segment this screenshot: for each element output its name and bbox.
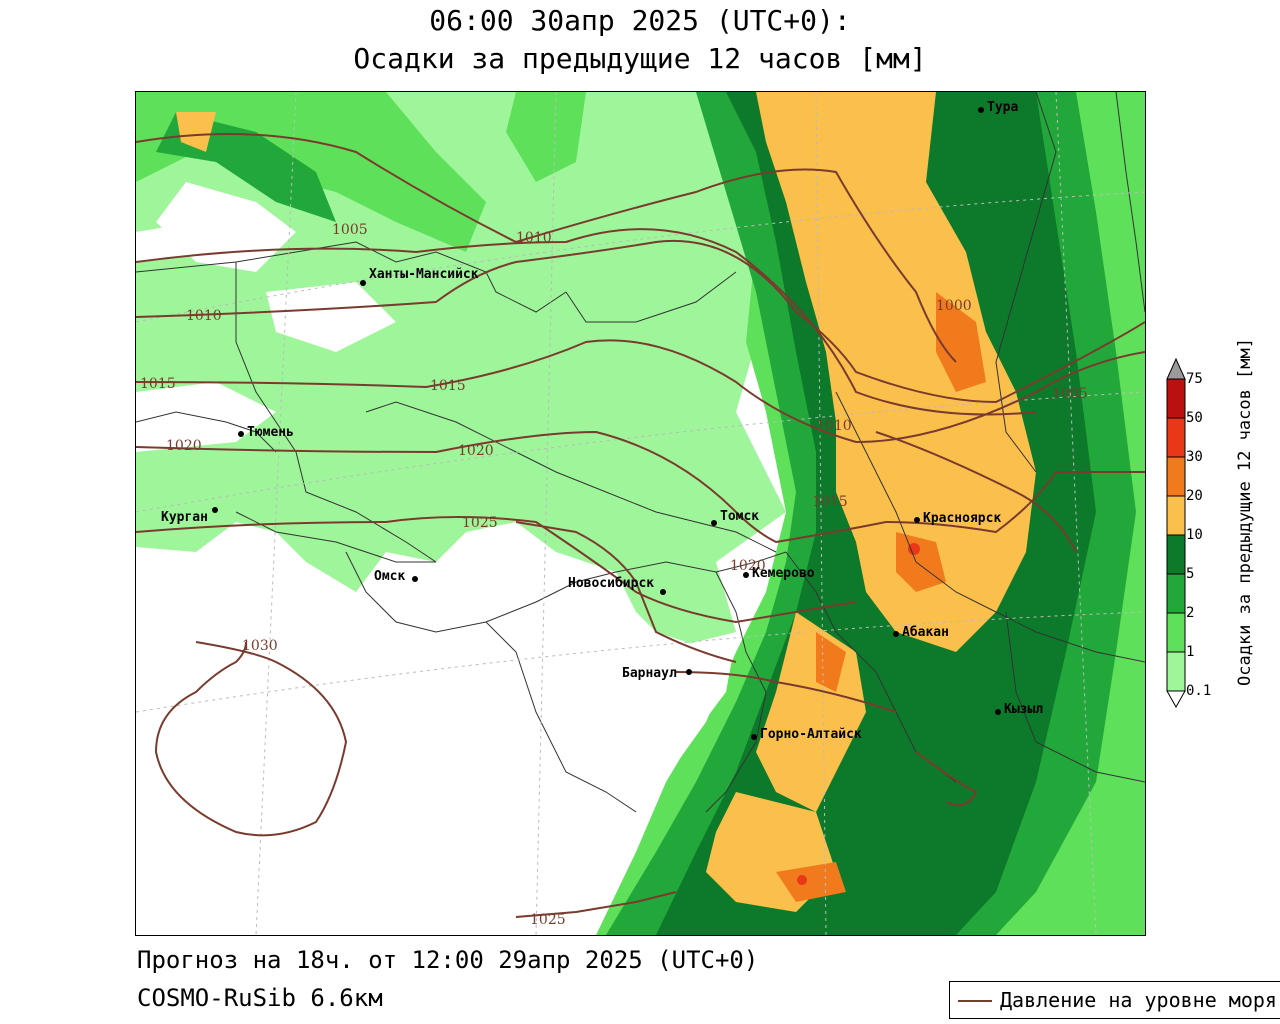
colorbar-title: Осадки за предыдущие 12 часов [мм] <box>1235 338 1255 686</box>
colorbar-segment <box>1166 378 1186 419</box>
svg-text:Новосибирск: Новосибирск <box>568 576 654 591</box>
model-name: COSMO-RuSib 6.6км <box>137 984 383 1012</box>
isobar-label: 1015 <box>430 378 466 394</box>
city-kurgan: Курган <box>161 507 218 525</box>
svg-text:Тура: Тура <box>987 100 1018 115</box>
isobar-legend-label: Давление на уровне моря <box>1000 988 1277 1012</box>
city-krasnoyarsk: Красноярск <box>914 511 1001 526</box>
city-tomsk: Томск <box>711 509 759 526</box>
svg-text:Тюмень: Тюмень <box>247 425 294 440</box>
forecast-info: Прогноз на 18ч. от 12:00 29апр 2025 (UTC… <box>137 946 759 974</box>
city-barnaul: Барнаул <box>622 666 692 681</box>
isobar-label: 1020 <box>458 443 494 459</box>
city-khanty-mansiysk: Ханты-Мансийск <box>360 267 479 286</box>
isobar-label: 1015 <box>140 376 176 392</box>
colorbar-tick-label: 50 <box>1186 410 1203 426</box>
svg-text:Кемерово: Кемерово <box>752 566 815 581</box>
isobar-label: 1025 <box>530 912 566 928</box>
svg-text:Барнаул: Барнаул <box>622 666 677 681</box>
svg-text:Абакан: Абакан <box>902 625 949 640</box>
isobar-label: 1010 <box>816 418 852 434</box>
colorbar-tick-label: 0.1 <box>1186 683 1212 699</box>
precip-30-50-area <box>797 543 920 885</box>
isobar-label: 1000 <box>936 298 972 314</box>
precipitation-map: 1005 1010 1010 1015 1015 1020 1020 1025 … <box>135 91 1146 936</box>
colorbar-tick-label: 75 <box>1186 371 1203 387</box>
city-omsk: Омск <box>374 569 418 584</box>
colorbar-min-triangle <box>1166 690 1186 709</box>
colorbar-segment <box>1166 573 1186 614</box>
colorbar-tick-label: 1 <box>1186 644 1195 660</box>
isobar-label: 1020 <box>730 558 766 574</box>
colorbar-segment <box>1166 456 1186 497</box>
svg-text:Курган: Курган <box>161 510 208 525</box>
isobar-label: 1005 <box>1052 386 1088 402</box>
isobar-label: 1025 <box>462 515 498 531</box>
colorbar-segment <box>1166 612 1186 653</box>
svg-text:Томск: Томск <box>720 509 759 524</box>
city-abakan: Абакан <box>893 625 949 640</box>
isobar-label: 1010 <box>516 230 552 246</box>
colorbar-max-triangle <box>1166 357 1186 380</box>
isobar-label: 1030 <box>242 638 278 654</box>
svg-text:Ханты-Мансийск: Ханты-Мансийск <box>369 267 479 282</box>
city-gorno-altaysk: Горно-Алтайск <box>751 727 862 742</box>
colorbar-tick-label: 5 <box>1186 566 1195 582</box>
svg-text:Красноярск: Красноярск <box>923 511 1001 526</box>
isobar-labels: 1005 1010 1010 1015 1015 1020 1020 1025 … <box>140 222 1088 928</box>
colorbar-tick-label: 20 <box>1186 488 1203 504</box>
isobar-label: 1015 <box>812 494 848 510</box>
svg-text:Кызыл: Кызыл <box>1004 702 1043 717</box>
city-novosibirsk: Новосибирск <box>568 576 666 595</box>
isobar-label: 1020 <box>166 438 202 454</box>
colorbar-tick-label: 2 <box>1186 605 1195 621</box>
colorbar-segment <box>1166 495 1186 536</box>
colorbar-segment <box>1166 417 1186 458</box>
svg-text:Горно-Алтайск: Горно-Алтайск <box>760 727 862 742</box>
isobar-label: 1005 <box>332 222 368 238</box>
svg-text:Омск: Омск <box>374 569 405 584</box>
city-markers: Тура Ханты-Мансийск Тюмень Курган Омск Т… <box>161 100 1043 742</box>
precipitation-colorbar <box>1166 357 1186 709</box>
colorbar-tick-label: 30 <box>1186 449 1203 465</box>
isobar-lines <box>136 133 1145 918</box>
colorbar-segment <box>1166 651 1186 692</box>
city-tyumen: Тюмень <box>238 425 294 440</box>
isobar-legend: Давление на уровне моря <box>949 981 1280 1019</box>
colorbar-tick-label: 10 <box>1186 527 1203 543</box>
city-kemerovo: Кемерово <box>743 566 815 581</box>
colorbar-segment <box>1166 534 1186 575</box>
city-tura: Тура <box>978 100 1018 115</box>
isobar-legend-line <box>958 1000 992 1002</box>
city-kyzyl: Кызыл <box>995 702 1043 717</box>
map-title-time: 06:00 30апр 2025 (UTC+0): <box>429 4 851 37</box>
map-title-variable: Осадки за предыдущие 12 часов [мм] <box>353 42 927 75</box>
isobar-label: 1010 <box>186 308 222 324</box>
